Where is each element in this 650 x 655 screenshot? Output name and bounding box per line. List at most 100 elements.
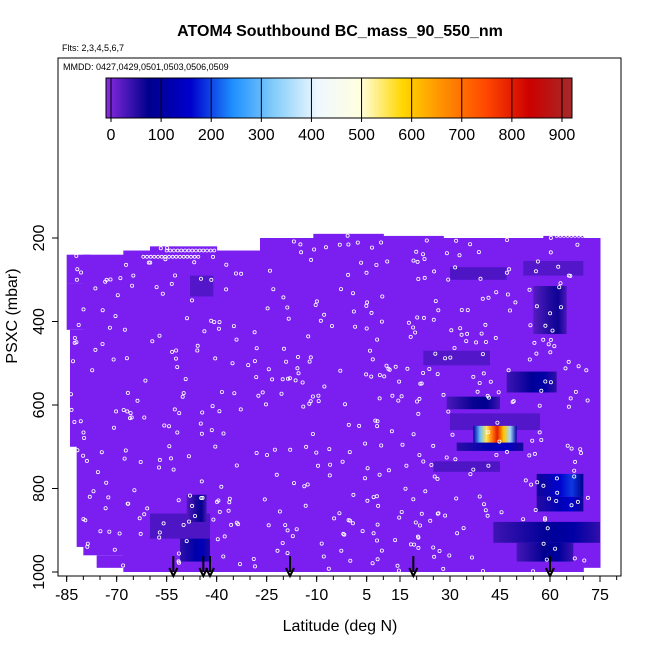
sample-point [280, 377, 285, 382]
sample-point [485, 513, 490, 518]
sample-point [169, 281, 174, 286]
sample-point [291, 239, 296, 244]
sample-point [118, 276, 123, 281]
sample-point [181, 391, 186, 396]
sample-point [192, 260, 197, 265]
sample-point [75, 267, 80, 272]
sample-point [74, 277, 79, 282]
enhanced-region [506, 371, 557, 393]
sample-point [375, 522, 380, 527]
sample-point [184, 316, 189, 321]
sample-point [81, 453, 86, 458]
sample-point [421, 459, 426, 464]
sample-point [293, 378, 298, 383]
sample-point [170, 254, 175, 259]
sample-point [379, 443, 384, 448]
sample-point [187, 493, 192, 498]
sample-point [423, 489, 428, 494]
sample-point [446, 409, 451, 414]
sample-point [573, 389, 578, 394]
sample-point [81, 430, 86, 435]
sample-point [364, 270, 369, 275]
sample-point [568, 396, 573, 401]
sample-point [488, 379, 493, 384]
sample-point [580, 233, 585, 238]
sample-point [533, 507, 538, 512]
sample-point [457, 253, 462, 258]
sample-point [411, 432, 416, 437]
sample-point [506, 368, 511, 373]
curtain-column [576, 238, 601, 568]
sample-point [319, 541, 324, 546]
sample-point [548, 337, 553, 342]
sample-point [448, 355, 453, 360]
sample-point [569, 503, 574, 508]
sample-point [254, 375, 259, 380]
sample-point [417, 452, 422, 457]
sample-point [350, 521, 355, 526]
sample-point [131, 273, 136, 278]
sample-point [480, 569, 485, 574]
sample-point [565, 233, 570, 238]
sample-point [413, 330, 418, 335]
sample-point [338, 368, 343, 373]
sample-point [348, 558, 353, 563]
sample-point [79, 238, 83, 243]
sample-point [547, 496, 552, 501]
sample-point [566, 404, 571, 409]
sample-point [90, 368, 95, 373]
sample-point [186, 454, 191, 459]
sample-point [468, 472, 473, 477]
sample-point [174, 348, 179, 353]
sample-point [176, 551, 181, 556]
sample-point [432, 554, 437, 559]
sample-point [172, 407, 177, 412]
x-tick-label: 15 [391, 587, 409, 604]
sample-point [254, 450, 259, 455]
sample-point [272, 447, 277, 452]
curtain-band [523, 260, 584, 276]
sample-point [459, 307, 464, 312]
colorbar: 0 100 200 300 400 500 600 700 800 900 [105, 77, 575, 144]
sample-point [452, 345, 457, 350]
enhanced-region [180, 538, 210, 562]
sample-point [541, 337, 546, 342]
sample-point [171, 467, 176, 472]
sample-point [126, 238, 131, 243]
sample-point [163, 254, 168, 259]
sample-point [534, 351, 539, 356]
sample-point [262, 497, 267, 502]
sample-point [216, 498, 221, 503]
sample-point [180, 394, 185, 399]
sample-point [432, 269, 437, 274]
sample-point [369, 245, 374, 250]
sample-point [376, 503, 381, 508]
sample-point [370, 357, 375, 362]
sample-point [72, 335, 77, 340]
sample-point [345, 233, 350, 238]
sample-point [396, 568, 401, 573]
colorbar-tick-label: 400 [298, 127, 325, 144]
sample-point [183, 377, 188, 382]
sample-point [432, 474, 437, 479]
sample-point [422, 256, 427, 261]
sample-point [573, 233, 577, 238]
sample-point [108, 238, 113, 243]
sample-point [350, 291, 355, 296]
sample-point [397, 515, 402, 520]
sample-point [572, 474, 577, 479]
sample-point [494, 452, 499, 457]
sample-point [543, 379, 548, 384]
sample-point [365, 498, 370, 503]
sample-point [493, 335, 498, 340]
sample-point [405, 366, 410, 371]
y-axis: 200 400 600 800 1000 [31, 225, 58, 590]
sample-point [148, 260, 153, 265]
sample-point [453, 265, 458, 270]
sample-point [362, 476, 367, 481]
sample-point [185, 254, 190, 259]
sample-point [150, 339, 155, 344]
sample-point [436, 308, 441, 313]
sample-point [505, 292, 510, 297]
